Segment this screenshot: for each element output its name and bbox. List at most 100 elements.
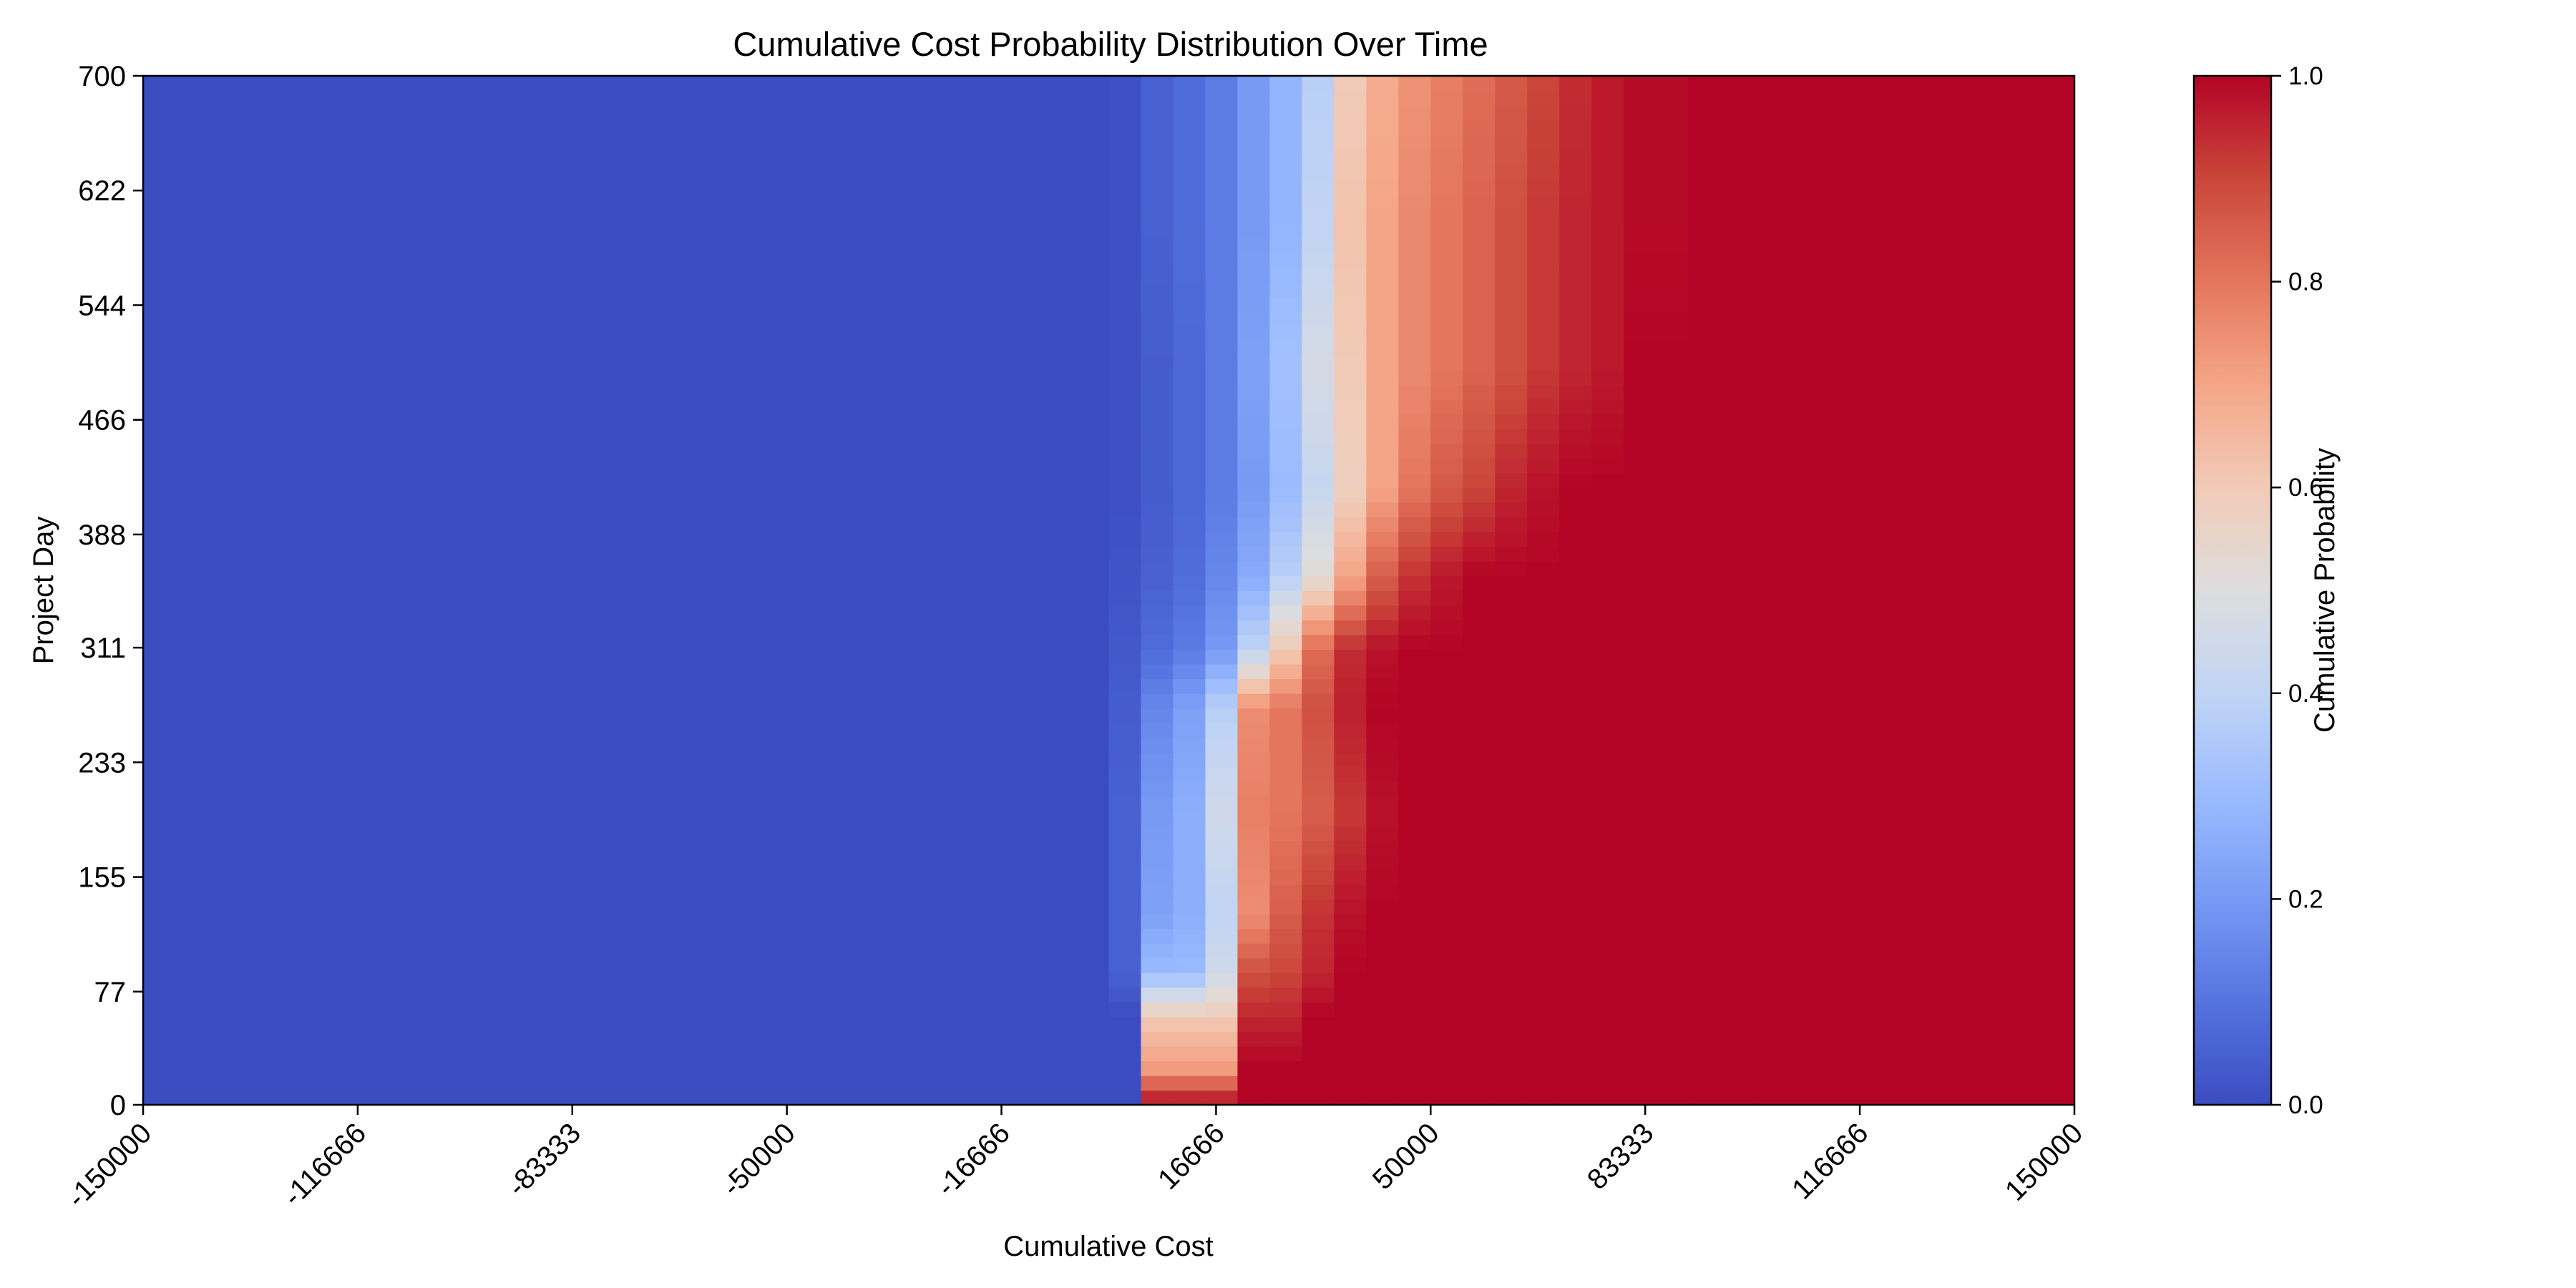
heatmap-cell [1463,531,1496,547]
heatmap-cell [1366,781,1400,797]
heatmap-cell [1269,811,1303,826]
heatmap-cell [1591,928,1625,944]
heatmap-cell [1624,957,1689,973]
heatmap-cell [1366,1045,1400,1062]
heatmap-cell [1141,458,1174,474]
heatmap-cell [1495,796,1528,811]
heatmap-cell [1173,1060,1206,1076]
heatmap-cell [1463,546,1496,562]
heatmap-cell [1752,811,2075,826]
heatmap-cell [1752,957,2075,973]
heatmap-cell [1430,399,1464,415]
heatmap-cell [1624,1060,1689,1076]
heatmap-cell [1302,487,1335,503]
heatmap-cell [1108,649,1142,665]
heatmap-cell [1688,972,1753,988]
heatmap-cell [1237,531,1271,547]
heatmap-cell [1559,751,1593,768]
heatmap-cell [1366,1060,1400,1076]
heatmap-cell [1237,76,1271,92]
heatmap-cell [1237,193,1271,209]
heatmap-cell [1559,620,1593,635]
heatmap-cell [1495,546,1528,562]
heatmap-cell [1269,546,1303,562]
heatmap-cell [1237,281,1271,297]
heatmap-cell [1752,693,2075,709]
heatmap-cell [143,1002,1110,1018]
heatmap-cell [1302,1075,1335,1091]
heatmap-cell [1591,722,1625,738]
heatmap-cell [1302,384,1335,400]
heatmap-cell [1205,634,1239,650]
heatmap-cell [1398,972,1432,988]
heatmap-cell [1334,546,1367,562]
heatmap-cell [1495,663,1528,680]
heatmap-cell [1173,840,1206,856]
heatmap-cell [1463,1016,1496,1033]
heatmap-cell [1527,135,1561,150]
heatmap-cell [1527,766,1561,782]
heatmap-cell [1205,399,1239,415]
heatmap-cell [1366,267,1400,283]
heatmap-cell [1559,811,1593,826]
heatmap-cell [1108,751,1142,768]
heatmap-cell [1173,634,1206,650]
heatmap-cell [1688,193,1753,209]
heatmap-cell [1624,1002,1689,1018]
heatmap-cell [1398,531,1432,547]
heatmap-cell [1269,517,1303,532]
heatmap-cell [1205,281,1239,297]
heatmap-cell [1430,164,1464,180]
heatmap-cell [1559,943,1593,959]
heatmap-cell [143,796,1110,811]
heatmap-cell [1624,76,1689,92]
heatmap-cell [1463,1002,1496,1018]
heatmap-cell [1591,252,1625,268]
heatmap-cell [1269,1016,1303,1033]
heatmap-cell [1591,605,1625,620]
heatmap-cell [1269,869,1303,885]
heatmap-cell [1237,414,1271,429]
heatmap-cell [1495,751,1528,768]
heatmap-cell [1559,737,1593,753]
heatmap-cell [1752,590,2075,606]
heatmap-cell [1205,296,1239,312]
heatmap-cell [1108,90,1142,106]
heatmap-cell [1495,781,1528,797]
y-tick-label: 700 [78,61,126,92]
heatmap-cell [1237,737,1271,753]
heatmap-cell [1495,1016,1528,1033]
heatmap-cell [1591,281,1625,297]
heatmap-cell [1108,149,1142,165]
heatmap-cell [1752,899,2075,914]
heatmap-cell [1334,208,1367,224]
heatmap-cell [1430,649,1464,665]
heatmap-cell [1688,223,1753,238]
x-tick-label: -150000 [61,1117,157,1214]
heatmap-cell [1237,943,1271,959]
heatmap-cell [1205,267,1239,283]
heatmap-cell [1688,384,1753,400]
heatmap-cell [1334,267,1367,283]
heatmap-cell [1398,590,1432,606]
heatmap-cell [1463,429,1496,444]
colorbar-tick-label: 0.6 [2288,474,2323,502]
heatmap-cell [143,267,1110,283]
heatmap-cell [1334,237,1367,253]
heatmap-cell [1591,781,1625,797]
heatmap-cell [1495,193,1528,209]
heatmap-cell [1527,796,1561,811]
heatmap-cell [1366,149,1400,165]
heatmap-cell [1237,429,1271,444]
heatmap-cell [1463,854,1496,871]
heatmap-cell [1302,811,1335,826]
heatmap-cell [1205,781,1239,797]
heatmap-cell [1269,649,1303,665]
heatmap-cell [143,311,1110,327]
heatmap-cell [1688,1075,1753,1091]
heatmap-cell [1624,546,1689,562]
heatmap-cell [1559,326,1593,341]
heatmap-cell [1334,502,1367,518]
heatmap-cell [1398,560,1432,577]
heatmap-cell [1334,869,1367,885]
